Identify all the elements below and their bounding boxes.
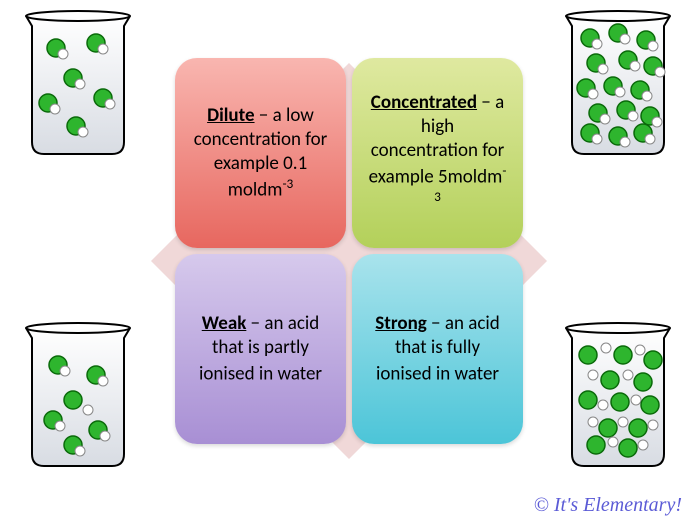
beaker-3	[558, 320, 678, 475]
card-dilute: Dilute − a low concentration for example…	[175, 58, 346, 248]
definition-cards-grid: Dilute − a low concentration for example…	[175, 58, 523, 444]
card-title: Dilute	[207, 104, 254, 127]
beaker-icon	[558, 320, 678, 470]
beaker-icon	[558, 8, 678, 158]
beaker-icon	[18, 320, 138, 470]
card-text: Strong − an acid that is fully ionised i…	[366, 312, 509, 386]
card-concentrated: Concentrated − a high concentration for …	[352, 58, 523, 248]
card-title: Strong	[375, 312, 427, 335]
beaker-2	[18, 320, 138, 475]
beaker-icon	[18, 8, 138, 158]
beaker-0	[18, 8, 138, 163]
card-title: Weak	[202, 312, 247, 335]
credit-text: © It's Elementary!	[534, 494, 682, 517]
card-text: Weak − an acid that is partly ionised in…	[189, 312, 332, 386]
card-strong: Strong − an acid that is fully ionised i…	[352, 254, 523, 444]
card-title: Concentrated	[371, 91, 477, 114]
card-weak: Weak − an acid that is partly ionised in…	[175, 254, 346, 444]
card-text: Dilute − a low concentration for example…	[189, 104, 332, 201]
card-sup: -3	[282, 175, 293, 192]
beaker-1	[558, 8, 678, 163]
card-text: Concentrated − a high concentration for …	[366, 91, 509, 214]
